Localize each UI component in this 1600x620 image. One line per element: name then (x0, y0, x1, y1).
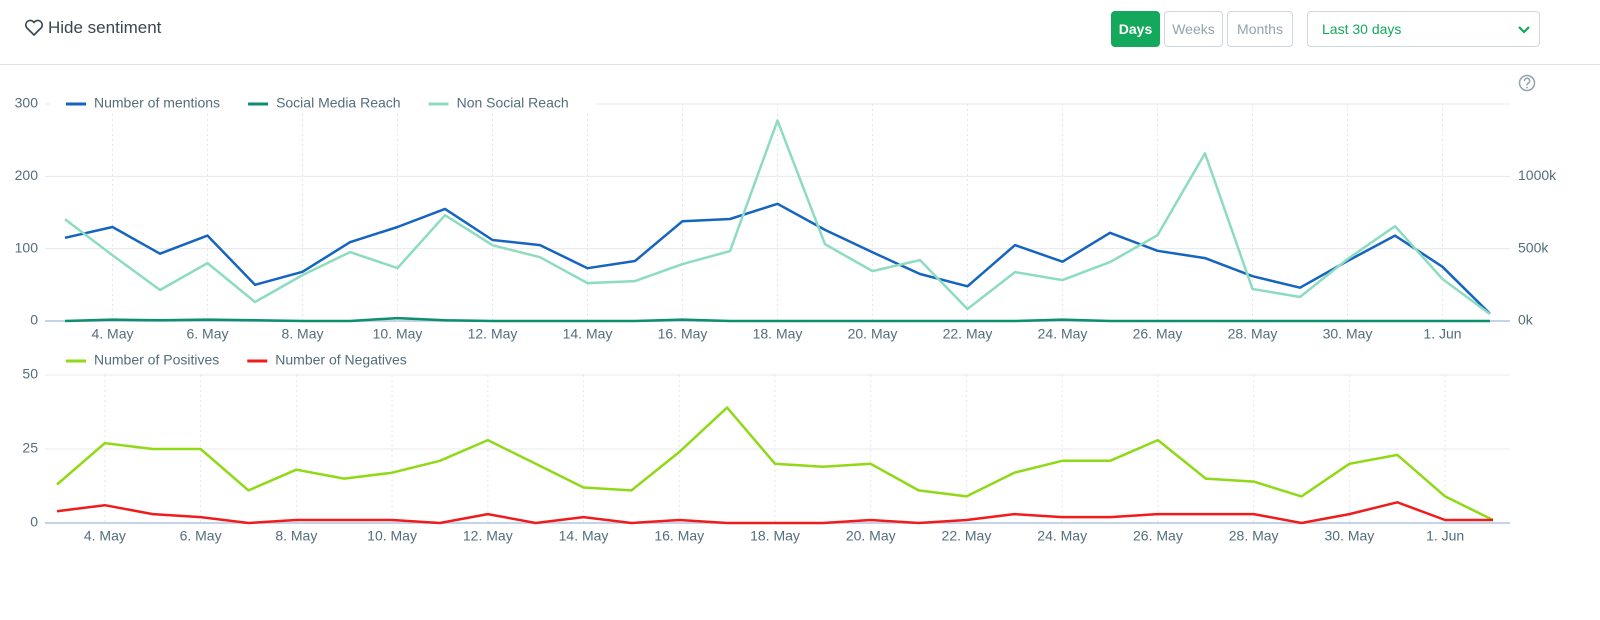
series-line (64, 316, 1490, 323)
x-tick-label: 14. May (563, 326, 613, 342)
x-tick-label: 26. May (1133, 528, 1183, 544)
range-label: Last 30 days (1322, 21, 1402, 37)
series-line (64, 202, 1491, 315)
period-button[interactable]: Months (1227, 11, 1293, 47)
x-tick-label: 4. May (91, 326, 133, 342)
x-tick-label: 30. May (1324, 528, 1374, 544)
x-tick-label: 20. May (846, 528, 896, 544)
x-tick-label: 24. May (1037, 528, 1087, 544)
legend-label: Number of mentions (94, 95, 220, 111)
x-tick-label: 8. May (275, 528, 317, 544)
x-tick-label: 26. May (1133, 326, 1183, 342)
heart-icon (24, 19, 44, 36)
legend-background (50, 94, 597, 114)
x-tick-label: 28. May (1229, 528, 1279, 544)
x-tick-label: 6. May (186, 326, 228, 342)
x-tick-label: 4. May (84, 528, 126, 544)
x-tick-label: 30. May (1323, 326, 1373, 342)
x-tick-label: 12. May (463, 528, 513, 544)
period-button[interactable]: Weeks (1164, 11, 1223, 47)
legend-label: Social Media Reach (276, 95, 401, 111)
x-tick-label: 10. May (373, 326, 423, 342)
legend-label: Non Social Reach (457, 95, 569, 111)
y-tick-label: 25 (22, 440, 38, 456)
x-tick-label: 20. May (848, 326, 898, 342)
x-tick-label: 16. May (654, 528, 704, 544)
series-line (56, 501, 1493, 525)
y-tick-label: 0 (30, 514, 38, 530)
sentiment-toggle[interactable]: Hide sentiment (24, 18, 161, 38)
x-tick-label: 24. May (1038, 326, 1088, 342)
legend-background (50, 351, 435, 371)
chart: 0 100 200 300 0k 500k 1000k 4. May 6. May 8. May 1… (15, 94, 1557, 342)
x-tick-label: 22. May (943, 326, 993, 342)
y-tick-label: 100 (15, 239, 39, 255)
y2-tick-label: 500k (1518, 239, 1549, 255)
y-tick-label: 50 (22, 366, 38, 382)
x-tick-label: 1. Jun (1426, 528, 1464, 544)
toolbar: Hide sentiment Days Weeks Months Last 30… (0, 0, 1600, 65)
x-tick-label: 28. May (1228, 326, 1278, 342)
x-tick-label: 16. May (658, 326, 708, 342)
chart: 0 25 50 4. May 6. May 8. May 10. May 12. May 14.… (22, 351, 1510, 544)
y-tick-label: 300 (15, 95, 39, 111)
y2-tick-label: 0k (1518, 312, 1534, 328)
x-tick-label: 1. Jun (1423, 326, 1461, 342)
x-tick-label: 6. May (180, 528, 222, 544)
toggle-label: Hide sentiment (48, 18, 162, 37)
x-tick-label: 12. May (468, 326, 518, 342)
series-line (64, 119, 1491, 316)
x-tick-label: 8. May (281, 326, 323, 342)
y-tick-label: 200 (15, 167, 39, 183)
x-tick-label: 18. May (750, 528, 800, 544)
y2-tick-label: 1000k (1518, 167, 1557, 183)
legend-label: Number of Positives (94, 352, 219, 368)
series-line (56, 406, 1494, 522)
chevron (1518, 26, 1530, 34)
x-tick-label: 10. May (367, 528, 417, 544)
y-tick-label: 0 (30, 312, 38, 328)
x-tick-label: 22. May (942, 528, 992, 544)
period-button[interactable]: Days (1111, 11, 1160, 47)
legend-label: Number of Negatives (275, 352, 407, 368)
range-dropdown[interactable]: Last 30 days (1307, 11, 1540, 47)
help-icon[interactable] (1518, 74, 1536, 92)
x-tick-label: 14. May (559, 528, 609, 544)
x-tick-label: 18. May (753, 326, 803, 342)
